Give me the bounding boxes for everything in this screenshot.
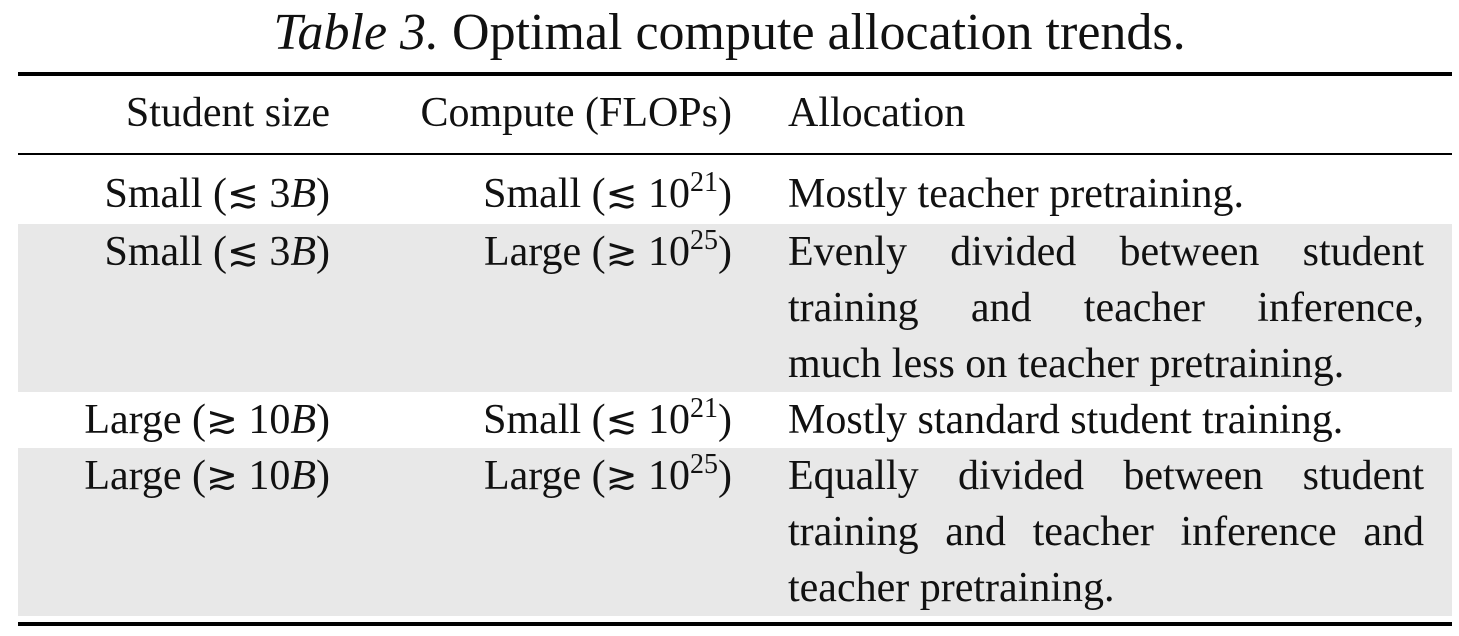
header-allocation: Allocation xyxy=(788,90,966,136)
bottom-rule xyxy=(18,622,1452,626)
table-caption: Table 3. Optimal compute allocation tren… xyxy=(0,0,1459,66)
student-size-cell: Large (≳ 10B) xyxy=(84,453,330,499)
top-rule xyxy=(18,72,1452,76)
allocation-cell: Mostly teacher pretraining. xyxy=(788,171,1245,217)
table-row: Large (≳ 10B) Small (≲ 1021) Mostly stan… xyxy=(18,392,1452,448)
table-label: Table 3. xyxy=(273,4,440,61)
compute-cell: Large (≳ 1025) xyxy=(484,449,732,500)
table-row: Small (≲ 3B) Large (≳ 1025) Evenly divid… xyxy=(18,224,1452,392)
allocation-cell: Mostly standard student training. xyxy=(788,397,1344,443)
compute-cell: Small (≲ 1021) xyxy=(483,167,732,218)
allocation-cell: Evenly divided between student training … xyxy=(788,229,1424,387)
table-row: Large (≳ 10B) Large (≳ 1025) Equally div… xyxy=(18,448,1452,616)
student-size-cell: Small (≲ 3B) xyxy=(104,229,331,275)
header-student-size: Student size xyxy=(125,90,330,136)
compute-cell: Large (≳ 1025) xyxy=(484,225,732,276)
allocation-cell: Equally divided between student training… xyxy=(788,453,1424,611)
table-row: Small (≲ 3B) Small (≲ 1021) Mostly teach… xyxy=(18,166,1452,222)
student-size-cell: Large (≳ 10B) xyxy=(84,397,330,443)
header-compute: Compute (FLOPs) xyxy=(420,90,732,136)
compute-cell: Small (≲ 1021) xyxy=(483,393,732,444)
student-size-cell: Small (≲ 3B) xyxy=(104,171,331,217)
table-title: Optimal compute allocation trends. xyxy=(452,4,1186,61)
header-rule xyxy=(18,153,1452,155)
table-header-row: Student size Compute (FLOPs) Allocation xyxy=(18,78,1452,152)
